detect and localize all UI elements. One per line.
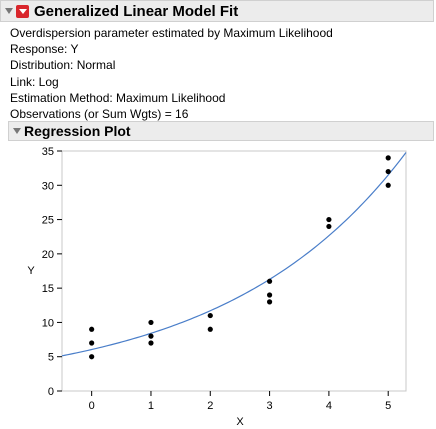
data-point — [385, 182, 391, 188]
data-point — [148, 340, 154, 346]
y-tick-label: 30 — [42, 180, 54, 192]
x-tick-label: 5 — [385, 400, 391, 412]
disclosure-open-icon[interactable] — [5, 8, 13, 14]
data-point — [89, 354, 95, 360]
info-line: Distribution: Normal — [10, 58, 116, 73]
regression-plot-title: Regression Plot — [24, 123, 131, 139]
y-tick-label: 15 — [42, 283, 54, 295]
data-point — [207, 326, 213, 332]
x-tick-label: 4 — [326, 400, 332, 412]
data-point — [266, 292, 273, 298]
y-axis-label: Y — [27, 265, 35, 277]
red-triangle-menu-icon[interactable] — [16, 4, 29, 18]
data-point — [326, 216, 332, 223]
info-line: Overdispersion parameter estimated by Ma… — [10, 26, 333, 40]
data-point — [89, 326, 95, 332]
report-title: Generalized Linear Model Fit — [34, 2, 239, 20]
y-tick-label: 25 — [42, 215, 54, 227]
x-tick-label: 2 — [207, 400, 213, 412]
data-point — [148, 319, 154, 326]
y-tick-label: 0 — [48, 386, 54, 398]
y-tick-label: 10 — [42, 317, 54, 329]
regression-plot-header[interactable]: Regression Plot — [8, 121, 434, 141]
data-point — [207, 312, 213, 319]
data-point — [89, 340, 95, 346]
y-tick-label: 35 — [42, 146, 54, 158]
data-point — [326, 223, 332, 230]
info-line: Response: Y — [10, 42, 79, 57]
y-tick-label: 20 — [42, 249, 54, 261]
plot-frame — [61, 150, 407, 392]
x-tick-label: 0 — [89, 400, 95, 412]
model-info: Overdispersion parameter estimated by Ma… — [10, 25, 333, 122]
info-line: Link: Log — [10, 74, 59, 89]
y-tick-label: 5 — [48, 352, 54, 364]
glm-fit-header[interactable]: Generalized Linear Model Fit — [0, 0, 434, 22]
info-line: Estimation Method: Maximum Likelihood — [10, 90, 226, 105]
disclosure-open-icon[interactable] — [13, 128, 21, 134]
data-point — [385, 155, 391, 161]
x-tick-label: 3 — [267, 400, 273, 412]
x-axis-label: X — [236, 416, 244, 428]
data-point — [148, 333, 154, 339]
data-point — [385, 168, 391, 175]
x-tick-label: 1 — [148, 400, 154, 412]
regression-plot-chart: 0 5 10 15 20 25 30 35 0 1 2 3 4 5 Y X — [27, 146, 407, 428]
info-line: Observations (or Sum Wgts) = 16 — [10, 107, 189, 122]
fit-curve — [61, 152, 407, 357]
data-point — [266, 278, 273, 284]
data-point — [266, 299, 273, 305]
